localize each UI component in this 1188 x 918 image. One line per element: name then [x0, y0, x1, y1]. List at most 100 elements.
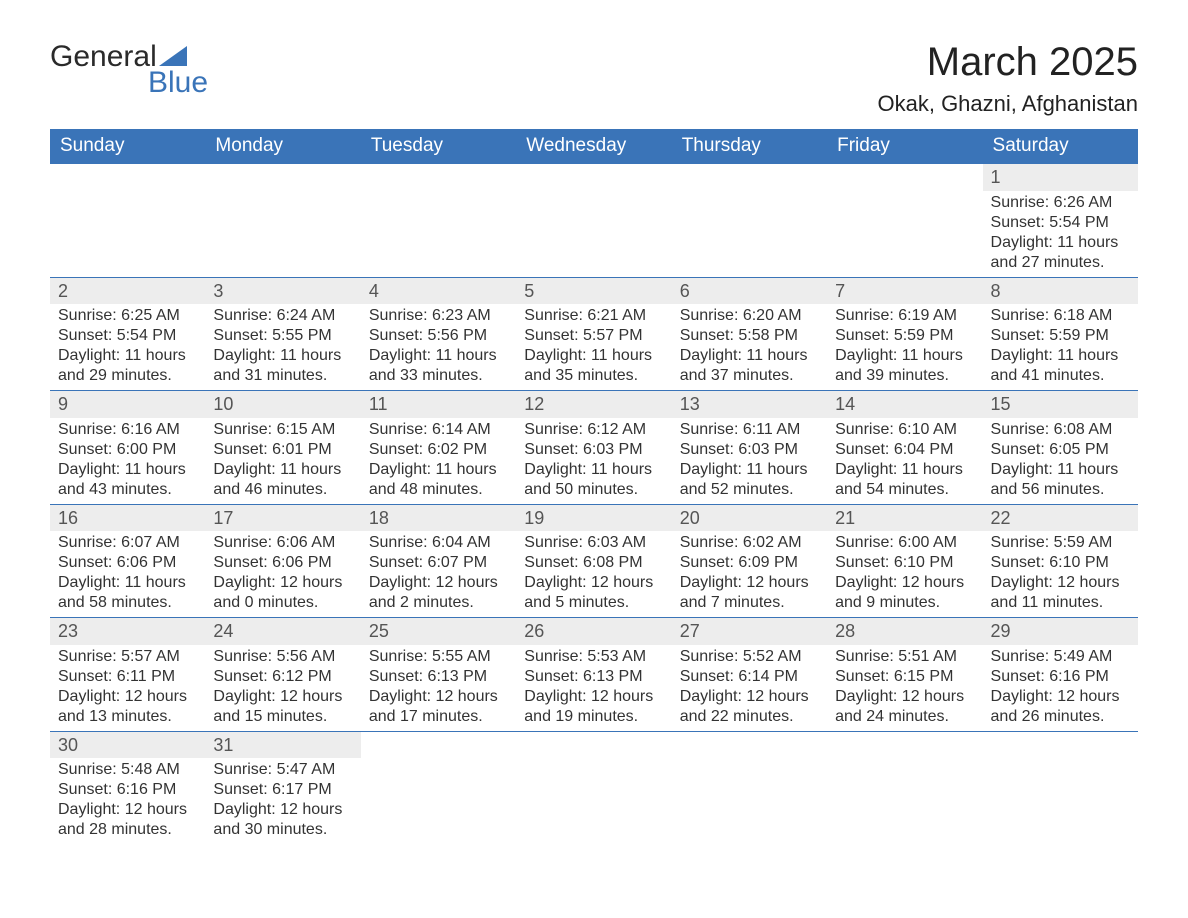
day-detail: Daylight: 11 hours	[524, 460, 663, 480]
calendar-day-cell: 16Sunrise: 6:07 AMSunset: 6:06 PMDayligh…	[50, 504, 205, 618]
day-detail: Sunrise: 5:53 AM	[524, 647, 663, 667]
calendar-day-cell: 1Sunrise: 6:26 AMSunset: 5:54 PMDaylight…	[983, 164, 1138, 278]
day-detail: and 28 minutes.	[58, 820, 197, 840]
day-detail: and 24 minutes.	[835, 707, 974, 727]
day-detail: Sunrise: 6:16 AM	[58, 420, 197, 440]
day-detail: Sunset: 6:09 PM	[680, 553, 819, 573]
calendar-day-cell: 18Sunrise: 6:04 AMSunset: 6:07 PMDayligh…	[361, 504, 516, 618]
header: General Blue March 2025 Okak, Ghazni, Af…	[50, 40, 1138, 117]
calendar-empty-cell	[50, 164, 205, 278]
location-text: Okak, Ghazni, Afghanistan	[878, 91, 1139, 117]
calendar-empty-cell	[827, 731, 982, 844]
day-detail: Sunset: 5:56 PM	[369, 326, 508, 346]
day-detail: Daylight: 11 hours	[369, 460, 508, 480]
day-detail: Sunrise: 5:59 AM	[991, 533, 1130, 553]
day-detail: Sunset: 6:06 PM	[58, 553, 197, 573]
calendar-week-row: 30Sunrise: 5:48 AMSunset: 6:16 PMDayligh…	[50, 731, 1138, 844]
day-detail: and 2 minutes.	[369, 593, 508, 613]
day-header: Wednesday	[516, 129, 671, 164]
day-detail: Daylight: 11 hours	[58, 573, 197, 593]
day-detail: Daylight: 11 hours	[213, 460, 352, 480]
day-detail: Daylight: 12 hours	[680, 687, 819, 707]
day-detail: Daylight: 12 hours	[213, 800, 352, 820]
day-detail: Sunset: 6:03 PM	[524, 440, 663, 460]
day-number: 26	[516, 618, 671, 645]
day-detail: Daylight: 11 hours	[369, 346, 508, 366]
logo-text-bottom: Blue	[148, 66, 208, 100]
day-number: 21	[827, 505, 982, 532]
day-detail: and 17 minutes.	[369, 707, 508, 727]
day-detail: and 0 minutes.	[213, 593, 352, 613]
day-detail: Sunrise: 5:51 AM	[835, 647, 974, 667]
day-detail: Daylight: 12 hours	[58, 800, 197, 820]
day-detail: Sunset: 5:55 PM	[213, 326, 352, 346]
day-number: 18	[361, 505, 516, 532]
day-detail: Sunrise: 5:56 AM	[213, 647, 352, 667]
day-detail: Sunrise: 6:08 AM	[991, 420, 1130, 440]
day-detail: Daylight: 11 hours	[835, 346, 974, 366]
calendar-day-cell: 4Sunrise: 6:23 AMSunset: 5:56 PMDaylight…	[361, 277, 516, 391]
day-detail: Sunset: 6:17 PM	[213, 780, 352, 800]
day-detail: Sunrise: 6:21 AM	[524, 306, 663, 326]
day-header: Thursday	[672, 129, 827, 164]
day-detail: and 56 minutes.	[991, 480, 1130, 500]
day-number: 25	[361, 618, 516, 645]
calendar-day-cell: 28Sunrise: 5:51 AMSunset: 6:15 PMDayligh…	[827, 618, 982, 732]
day-detail: Sunset: 6:08 PM	[524, 553, 663, 573]
calendar-empty-cell	[827, 164, 982, 278]
day-detail: Daylight: 12 hours	[524, 687, 663, 707]
day-detail: Daylight: 11 hours	[58, 460, 197, 480]
calendar-day-cell: 7Sunrise: 6:19 AMSunset: 5:59 PMDaylight…	[827, 277, 982, 391]
day-detail: Daylight: 12 hours	[680, 573, 819, 593]
day-detail: Daylight: 12 hours	[835, 687, 974, 707]
day-detail: and 39 minutes.	[835, 366, 974, 386]
day-detail: Sunrise: 6:02 AM	[680, 533, 819, 553]
day-header: Monday	[205, 129, 360, 164]
calendar-day-cell: 27Sunrise: 5:52 AMSunset: 6:14 PMDayligh…	[672, 618, 827, 732]
day-detail: Sunset: 6:10 PM	[991, 553, 1130, 573]
calendar-day-cell: 19Sunrise: 6:03 AMSunset: 6:08 PMDayligh…	[516, 504, 671, 618]
calendar-day-cell: 20Sunrise: 6:02 AMSunset: 6:09 PMDayligh…	[672, 504, 827, 618]
day-detail: Sunrise: 6:26 AM	[991, 193, 1130, 213]
day-detail: and 52 minutes.	[680, 480, 819, 500]
calendar-day-cell: 12Sunrise: 6:12 AMSunset: 6:03 PMDayligh…	[516, 391, 671, 505]
day-number: 30	[50, 732, 205, 759]
calendar-day-cell: 11Sunrise: 6:14 AMSunset: 6:02 PMDayligh…	[361, 391, 516, 505]
day-detail: Daylight: 11 hours	[991, 460, 1130, 480]
day-detail: Sunrise: 6:24 AM	[213, 306, 352, 326]
day-number: 29	[983, 618, 1138, 645]
day-detail: and 58 minutes.	[58, 593, 197, 613]
day-detail: and 26 minutes.	[991, 707, 1130, 727]
calendar-empty-cell	[361, 731, 516, 844]
day-number: 4	[361, 278, 516, 305]
day-number: 14	[827, 391, 982, 418]
day-detail: Sunrise: 6:06 AM	[213, 533, 352, 553]
day-detail: and 7 minutes.	[680, 593, 819, 613]
day-detail: and 27 minutes.	[991, 253, 1130, 273]
day-header: Sunday	[50, 129, 205, 164]
day-detail: Sunset: 6:02 PM	[369, 440, 508, 460]
calendar-day-cell: 6Sunrise: 6:20 AMSunset: 5:58 PMDaylight…	[672, 277, 827, 391]
day-detail: and 31 minutes.	[213, 366, 352, 386]
day-header-row: SundayMondayTuesdayWednesdayThursdayFrid…	[50, 129, 1138, 164]
day-detail: Daylight: 12 hours	[213, 573, 352, 593]
day-detail: Daylight: 12 hours	[991, 687, 1130, 707]
logo-triangle-icon	[159, 46, 187, 66]
calendar-week-row: 1Sunrise: 6:26 AMSunset: 5:54 PMDaylight…	[50, 164, 1138, 278]
day-number: 6	[672, 278, 827, 305]
day-detail: and 29 minutes.	[58, 366, 197, 386]
day-number: 23	[50, 618, 205, 645]
day-number: 9	[50, 391, 205, 418]
day-detail: Sunrise: 6:04 AM	[369, 533, 508, 553]
calendar-empty-cell	[672, 731, 827, 844]
day-detail: Daylight: 11 hours	[835, 460, 974, 480]
calendar-day-cell: 13Sunrise: 6:11 AMSunset: 6:03 PMDayligh…	[672, 391, 827, 505]
day-detail: and 30 minutes.	[213, 820, 352, 840]
day-detail: Sunset: 6:07 PM	[369, 553, 508, 573]
day-detail: Daylight: 11 hours	[991, 346, 1130, 366]
calendar-empty-cell	[516, 164, 671, 278]
day-detail: Sunrise: 6:11 AM	[680, 420, 819, 440]
day-number: 2	[50, 278, 205, 305]
day-number: 8	[983, 278, 1138, 305]
day-detail: Sunset: 5:54 PM	[58, 326, 197, 346]
